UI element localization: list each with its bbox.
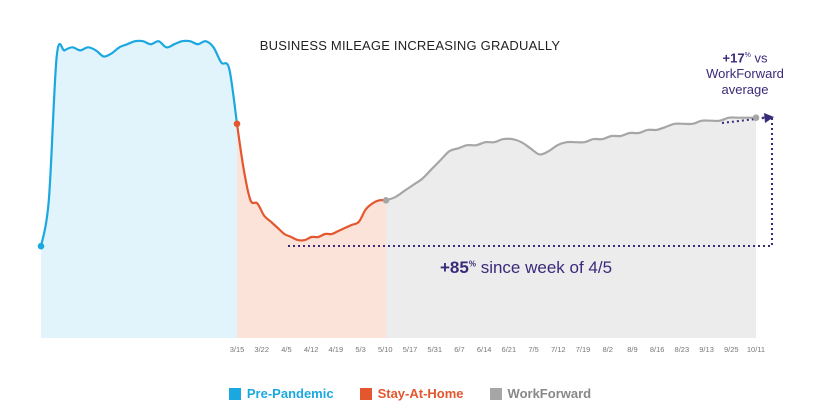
x-tick-label: 7/5 bbox=[528, 345, 538, 354]
legend-label-workforward: WorkForward bbox=[507, 386, 592, 401]
x-tick-label: 5/10 bbox=[378, 345, 393, 354]
x-tick-label: 8/9 bbox=[627, 345, 637, 354]
x-tick-label: 5/17 bbox=[403, 345, 418, 354]
x-tick-label: 3/22 bbox=[254, 345, 269, 354]
annotation-vs-average: +17% vs WorkForward average bbox=[690, 48, 800, 98]
series-dots bbox=[37, 114, 760, 250]
x-axis-ticks: 3/15 3/22 4/5 4/12 4/19 5/3 5/10 5/17 5/31 6/7 6/1… bbox=[230, 345, 765, 354]
x-tick-label: 3/15 bbox=[230, 345, 245, 354]
since-text: since week of 4/5 bbox=[480, 258, 613, 277]
data-dot bbox=[752, 114, 760, 121]
area-workforward bbox=[386, 117, 756, 338]
x-tick-label: 6/21 bbox=[502, 345, 517, 354]
legend-item-stay-at-home: Stay-At-Home bbox=[359, 386, 464, 401]
x-tick-label: 4/19 bbox=[329, 345, 344, 354]
annotation-since-week: +85% since week of 4/5 bbox=[440, 258, 612, 278]
data-dot bbox=[382, 197, 390, 204]
legend-item-workforward: WorkForward bbox=[489, 386, 592, 401]
data-dot bbox=[37, 242, 45, 250]
line-stay-at-home bbox=[235, 123, 387, 242]
area-stay-at-home bbox=[237, 123, 386, 338]
x-tick-label: 6/14 bbox=[477, 345, 492, 354]
x-tick-label: 9/25 bbox=[724, 345, 739, 354]
chart-title: BUSINESS MILEAGE INCREASING GRADUALLY bbox=[259, 38, 561, 53]
vs-average-suffix: vs bbox=[754, 50, 768, 66]
since-unit: % bbox=[468, 259, 476, 269]
vs-average-unit: % bbox=[744, 52, 751, 59]
legend-swatch-pre-pandemic bbox=[228, 387, 241, 400]
series-lines bbox=[39, 39, 756, 247]
x-tick-label: 9/13 bbox=[699, 345, 714, 354]
x-tick-label: 4/12 bbox=[304, 345, 319, 354]
arrowhead-icon bbox=[764, 113, 774, 123]
series-areas bbox=[41, 40, 756, 338]
legend-swatch-workforward bbox=[489, 387, 502, 400]
area-pre-pandemic bbox=[41, 40, 237, 338]
annotation-dotted-bracket bbox=[288, 116, 773, 247]
vs-average-value: +17 bbox=[722, 50, 745, 66]
x-tick-label: 6/7 bbox=[454, 345, 464, 354]
line-pre-pandemic bbox=[39, 39, 239, 247]
legend-item-pre-pandemic: Pre-Pandemic bbox=[228, 386, 334, 401]
line-workforward bbox=[385, 116, 756, 202]
legend: Pre-Pandemic Stay-At-Home WorkForward bbox=[0, 386, 820, 401]
x-tick-label: 7/12 bbox=[551, 345, 566, 354]
x-tick-label: 5/31 bbox=[427, 345, 442, 354]
vs-average-line2: WorkForward bbox=[706, 66, 784, 82]
x-tick-label: 8/16 bbox=[650, 345, 665, 354]
legend-swatch-stay-at-home bbox=[359, 387, 372, 400]
x-tick-label: 10/11 bbox=[747, 345, 765, 354]
data-dot bbox=[233, 120, 241, 128]
legend-label-pre-pandemic: Pre-Pandemic bbox=[246, 386, 334, 401]
vs-average-line3: average bbox=[721, 82, 769, 98]
x-tick-label: 7/19 bbox=[576, 345, 591, 354]
x-tick-label: 8/2 bbox=[602, 345, 612, 354]
x-tick-label: 5/3 bbox=[355, 345, 365, 354]
x-tick-label: 4/5 bbox=[281, 345, 291, 354]
since-value: +85 bbox=[440, 258, 469, 277]
x-tick-label: 8/23 bbox=[675, 345, 690, 354]
legend-label-stay-at-home: Stay-At-Home bbox=[377, 386, 464, 401]
